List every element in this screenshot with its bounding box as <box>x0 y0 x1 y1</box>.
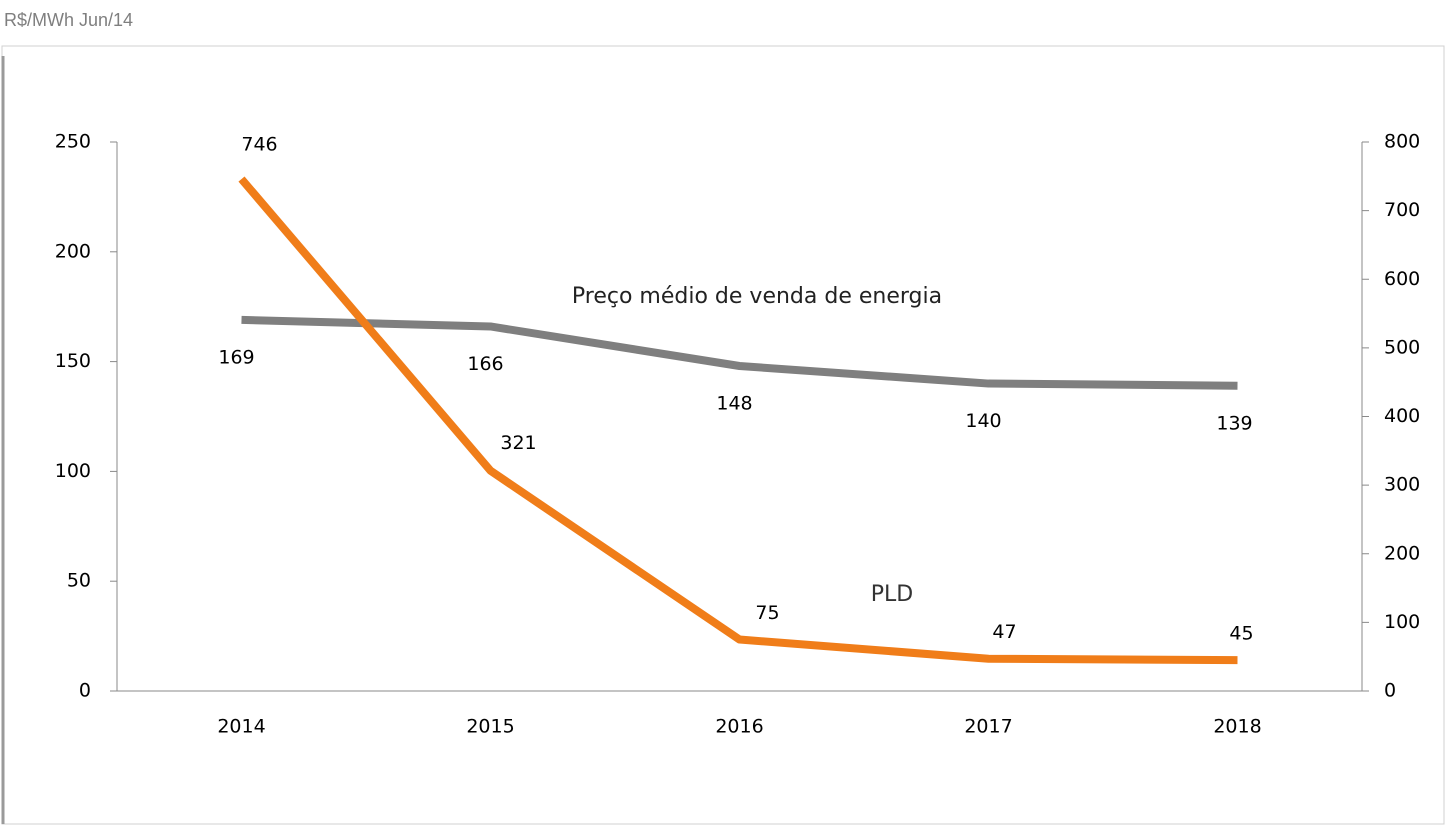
data-label: 139 <box>1216 412 1252 434</box>
x-tick-label: 2017 <box>964 716 1012 738</box>
x-tick-label: 2016 <box>715 716 763 738</box>
x-tick-label: 2015 <box>466 716 514 738</box>
y2-tick-label: 500 <box>1384 336 1420 358</box>
data-label: 45 <box>1229 623 1253 645</box>
y2-tick-label: 600 <box>1384 268 1420 290</box>
y-tick-label: 250 <box>55 131 91 153</box>
data-label: 140 <box>965 410 1001 432</box>
y-tick-label: 50 <box>67 570 91 592</box>
x-tick-label: 2014 <box>217 716 265 738</box>
data-label: 321 <box>500 432 536 454</box>
y-tick-label: 100 <box>55 460 91 482</box>
y-tick-label: 200 <box>55 240 91 262</box>
data-label: 746 <box>241 134 277 156</box>
y-tick-label: 150 <box>55 350 91 372</box>
y2-tick-label: 0 <box>1384 680 1396 702</box>
chart-panel <box>1 45 1445 825</box>
y2-tick-label: 200 <box>1384 542 1420 564</box>
data-label: 169 <box>218 346 254 368</box>
data-label: 148 <box>716 392 752 414</box>
data-label: 47 <box>992 621 1016 643</box>
chart-title: R$/MWh Jun/14 <box>4 10 133 30</box>
y2-tick-label: 100 <box>1384 611 1420 633</box>
y2-tick-label: 400 <box>1384 405 1420 427</box>
y2-tick-label: 700 <box>1384 199 1420 221</box>
data-label: 75 <box>755 602 779 624</box>
y-tick-label: 0 <box>79 680 91 702</box>
data-label: 166 <box>467 353 503 375</box>
line-series <box>241 315 1238 390</box>
y2-tick-label: 300 <box>1384 474 1420 496</box>
y2-tick-label: 800 <box>1384 131 1420 153</box>
series-annotation: PLD <box>871 582 913 607</box>
x-tick-label: 2018 <box>1213 716 1261 738</box>
series-annotation: Preço médio de venda de energia <box>572 284 942 309</box>
line-series <box>238 176 1238 665</box>
